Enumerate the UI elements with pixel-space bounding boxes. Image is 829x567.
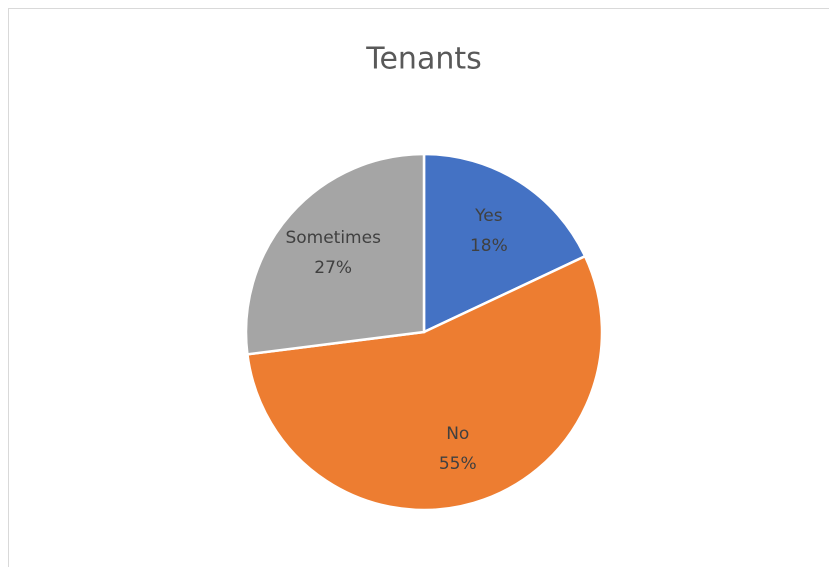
slice-value-label: 27% xyxy=(314,258,352,278)
chart-title: Tenants xyxy=(365,42,482,77)
pie-slice xyxy=(244,152,426,356)
slice-category-label: Sometimes xyxy=(285,228,381,248)
slice-category-label: No xyxy=(446,424,469,444)
pie-slice xyxy=(422,152,587,334)
slice-category-label: Yes xyxy=(474,206,503,226)
slice-value-label: 18% xyxy=(470,236,508,256)
pie-slice xyxy=(246,254,604,512)
slice-value-label: 55% xyxy=(439,454,477,474)
